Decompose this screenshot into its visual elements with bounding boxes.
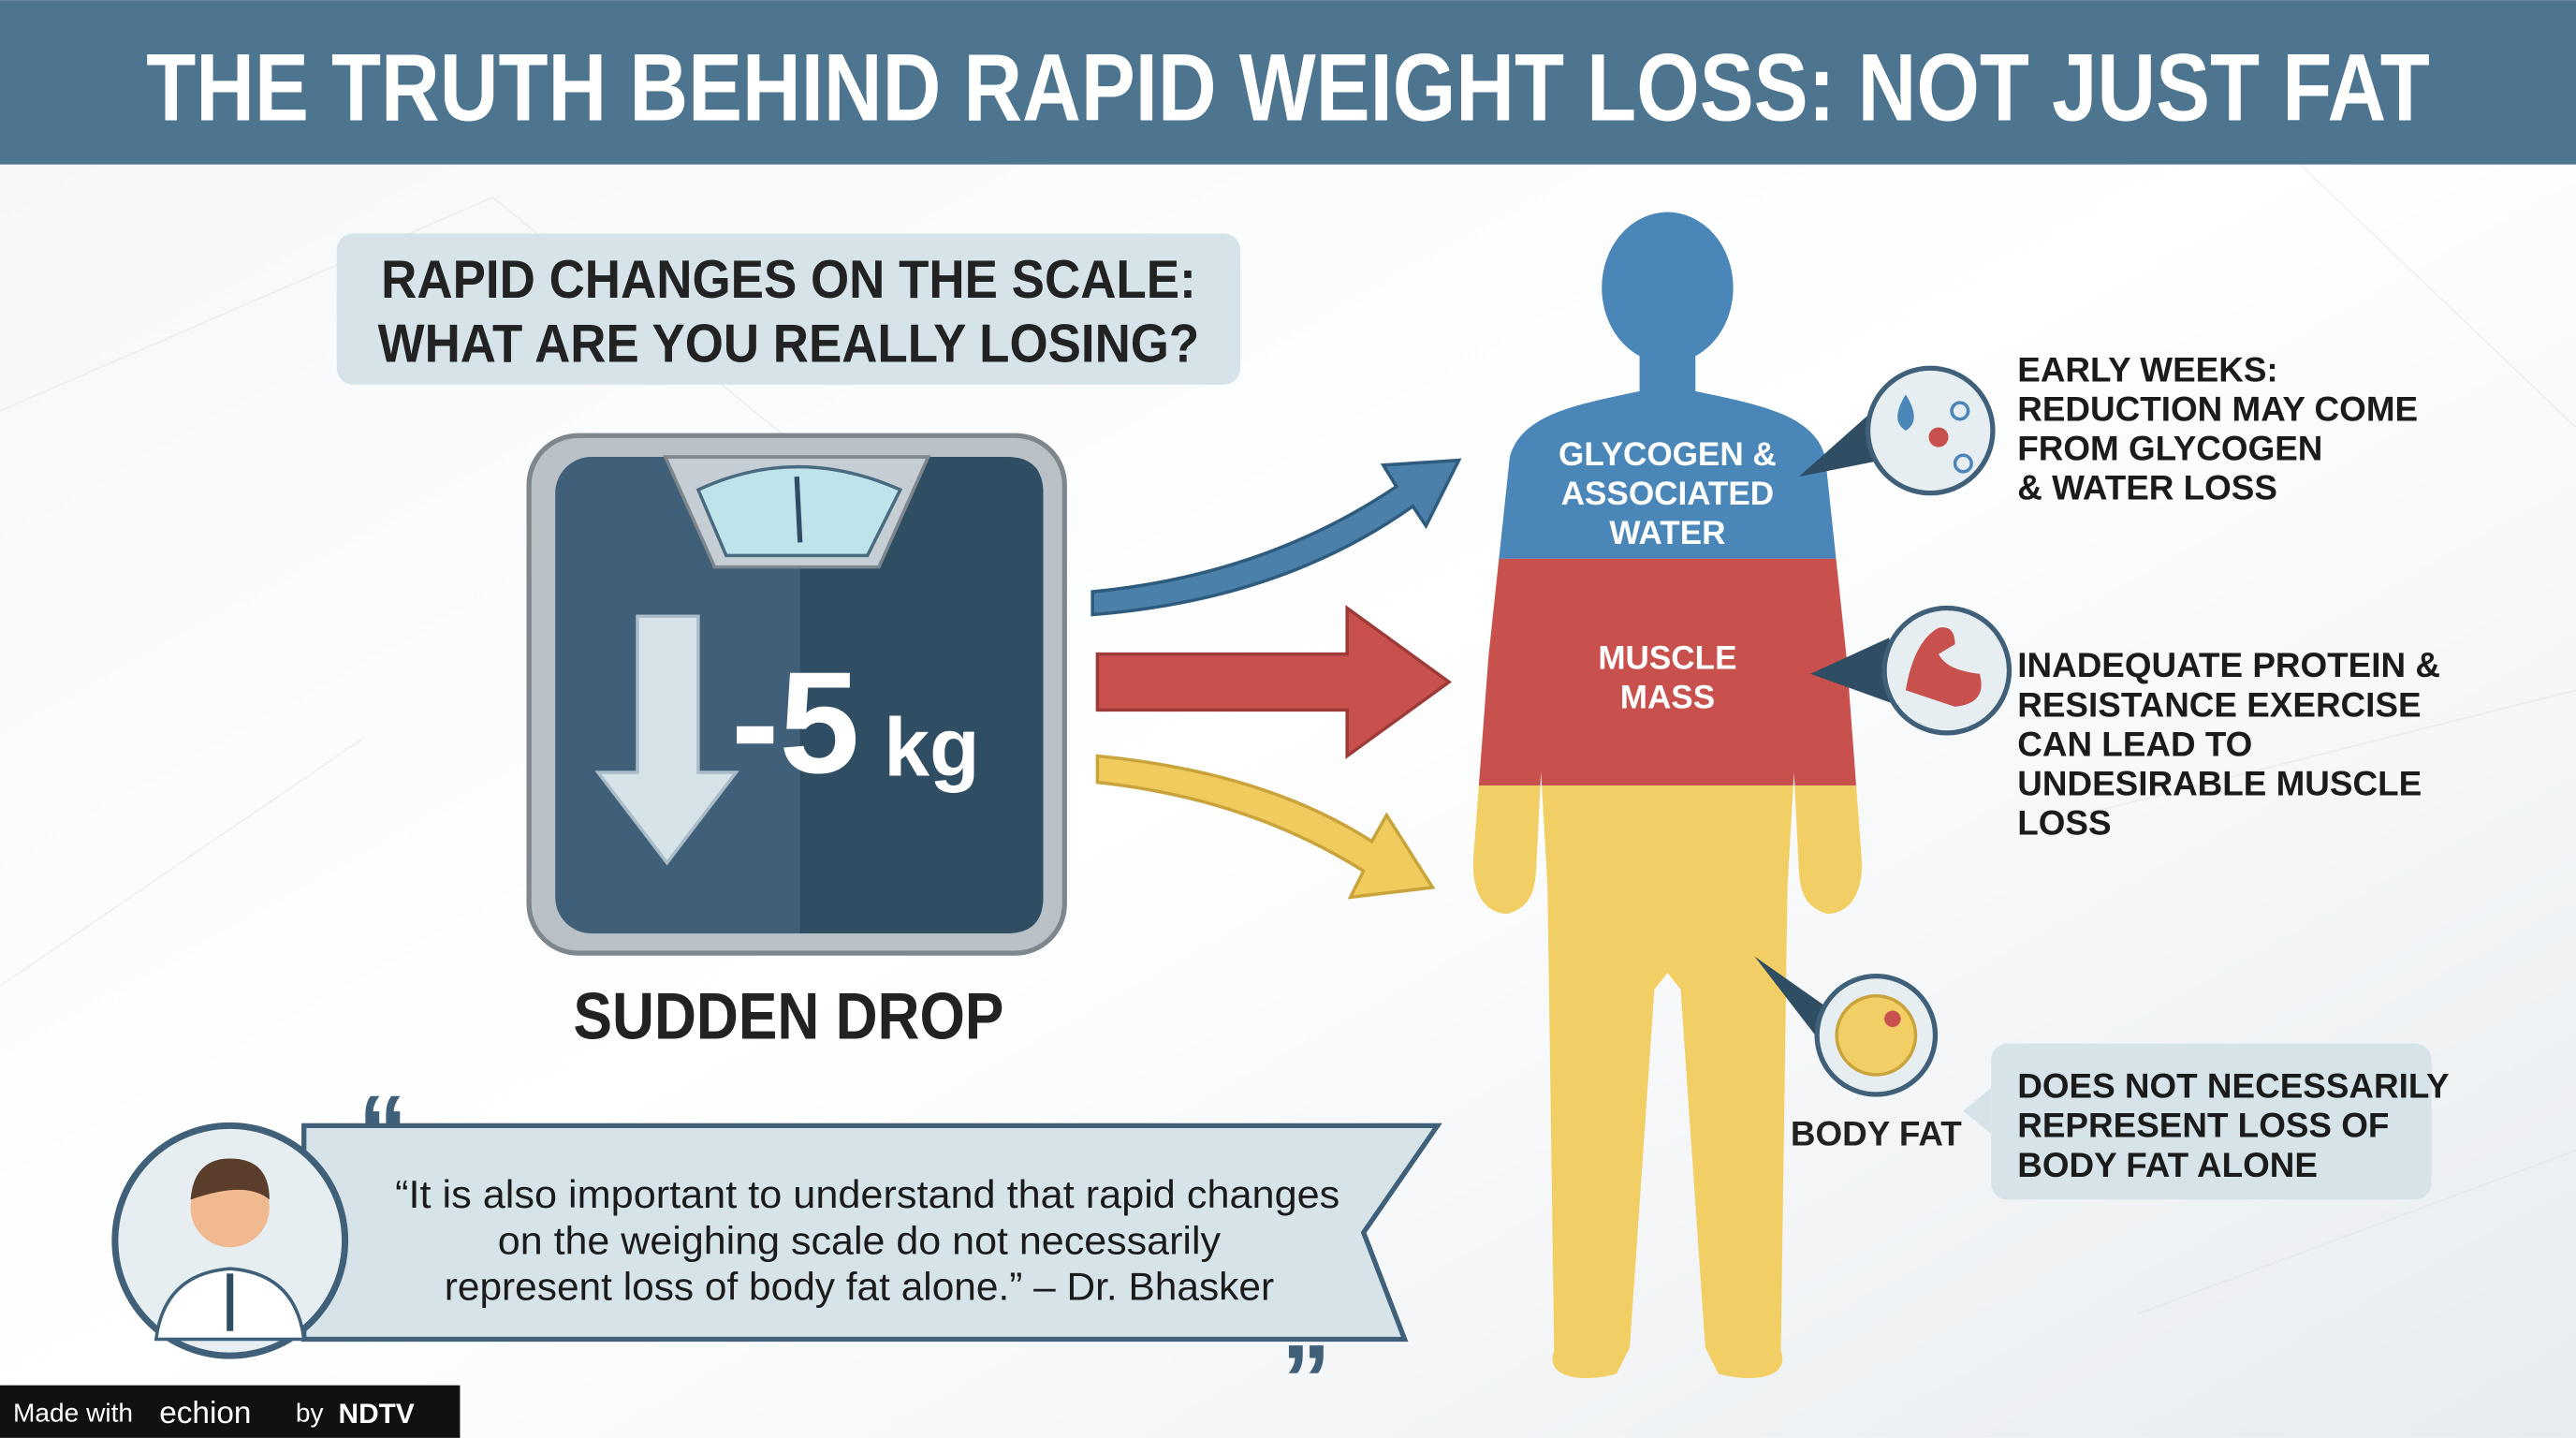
callout-line: BODY FAT ALONE: [2017, 1146, 2318, 1184]
icon-water: [1865, 365, 1996, 496]
callout-line: RESISTANCE EXERCISE: [2017, 685, 2421, 724]
body-label: ASSOCIATED: [1561, 476, 1774, 512]
arrow-muscle: [1095, 605, 1452, 759]
callout-pointer: [1963, 1088, 1992, 1135]
scale-shade: [799, 457, 1044, 934]
callout-line: DOES NOT NECESSARILY: [2017, 1067, 2449, 1106]
question-line: WHAT ARE YOU REALLY LOSING?: [378, 314, 1200, 374]
icon-atom: [1950, 401, 1970, 421]
pointer: [1810, 638, 1893, 704]
callout-line: INADEQUATE PROTEIN &: [2017, 646, 2440, 684]
doctor-hair: [190, 1158, 270, 1200]
shape: [0, 164, 2576, 1316]
callout-line: CAN LEAD TO: [2017, 725, 2252, 763]
background-lines: [0, 164, 2576, 1316]
callout-line: REDUCTION MAY COME: [2017, 389, 2418, 428]
question-box: [336, 233, 1241, 385]
down-arrow: [594, 614, 739, 866]
quote-line: “It is also important to understand that…: [395, 1172, 1339, 1216]
scale-caption: SUDDEN DROP: [574, 978, 1004, 1052]
callout-line: REPRESENT LOSS OF: [2017, 1107, 2389, 1145]
footer-badge: [0, 1385, 461, 1438]
title: THE TRUTH BEHIND RAPID WEIGHT LOSS: NOT …: [146, 34, 2430, 140]
icon-arm: [1905, 627, 1982, 707]
pointer: [1798, 410, 1881, 477]
body-muscle-band: [1472, 558, 1862, 786]
callout-2: INADEQUATE PROTEIN & RESISTANCE EXERCISE…: [2017, 646, 2440, 842]
icon-atom: [1928, 427, 1949, 448]
callout-line: FROM GLYCOGEN: [2017, 430, 2322, 468]
body-label: MUSCLE: [1598, 639, 1736, 676]
question-line: RAPID CHANGES ON THE SCALE:: [381, 250, 1196, 310]
body-label: MASS: [1620, 680, 1715, 716]
arrow-fat: [1095, 754, 1436, 900]
callout-line: UNDESIRABLE MUSCLE: [2017, 765, 2422, 803]
body-label: GLYCOGEN &: [1559, 436, 1777, 473]
footer-brand: echion: [159, 1396, 251, 1431]
header-bar: [0, 0, 2576, 165]
icon-fat-cell: [1835, 993, 1918, 1077]
arrow-glycogen: [1090, 458, 1462, 617]
dial-needle: [794, 476, 803, 543]
quote-line: on the weighing scale do not necessarily: [498, 1218, 1221, 1262]
quote-mark: ”: [1281, 1326, 1331, 1435]
footer-text: by: [296, 1398, 324, 1427]
scale-reading: -5: [731, 641, 859, 803]
icon-atom: [1953, 453, 1973, 474]
scale-unit: kg: [884, 702, 979, 794]
callout-line: EARLY WEEKS:: [2017, 350, 2277, 389]
footer-text: Made with: [13, 1398, 133, 1427]
callout-1: EARLY WEEKS: REDUCTION MAY COME FROM GLY…: [2017, 350, 2418, 506]
icon-nucleus: [1884, 1010, 1901, 1028]
quote-line: represent loss of body fat alone.” – Dr.…: [445, 1264, 1274, 1308]
icon-drop: [1897, 394, 1914, 431]
body-label: WATER: [1609, 515, 1725, 551]
pointer: [1754, 956, 1832, 1035]
callout-line: LOSS: [2017, 804, 2111, 843]
quote-mark: “: [359, 1076, 408, 1185]
callout-box: [1991, 1043, 2432, 1200]
callout-line: & WATER LOSS: [2017, 469, 2277, 507]
footer-partner: NDTV: [339, 1399, 415, 1430]
body-label: BODY FAT: [1791, 1114, 1962, 1152]
